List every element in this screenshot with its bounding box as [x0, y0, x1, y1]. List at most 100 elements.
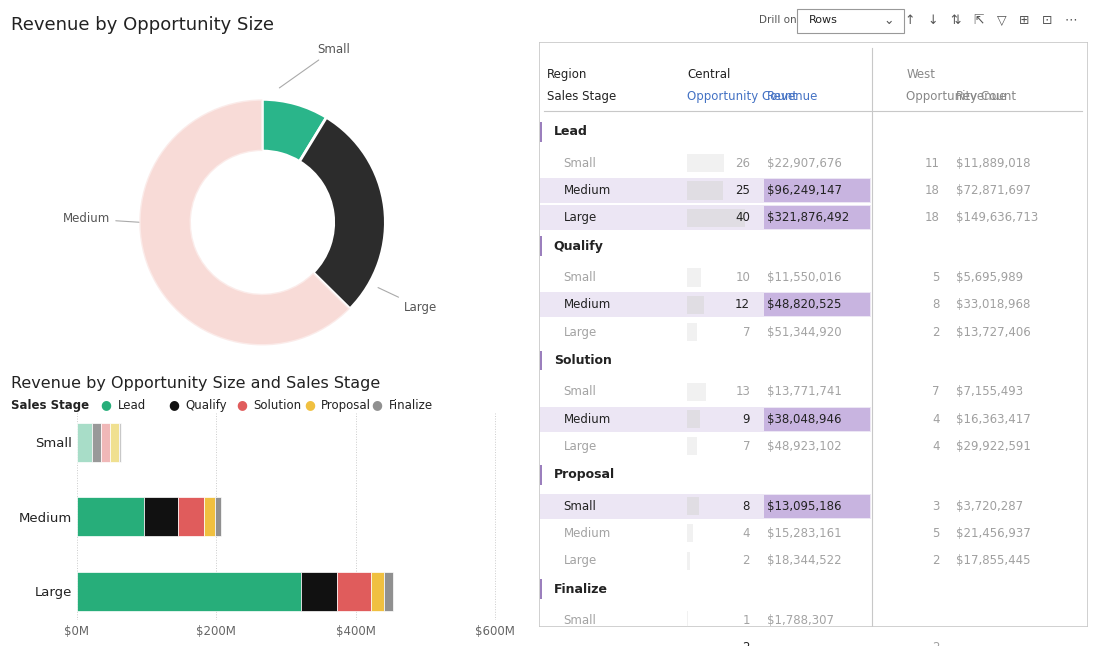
Text: 2: 2 — [742, 554, 750, 567]
Wedge shape — [139, 99, 350, 346]
Bar — [540, 351, 542, 371]
Text: ●: ● — [168, 399, 179, 412]
Bar — [764, 495, 870, 517]
Text: 7: 7 — [742, 326, 750, 339]
Text: Solution: Solution — [554, 354, 612, 367]
Text: $149,636,713: $149,636,713 — [956, 211, 1038, 224]
Text: 7: 7 — [932, 385, 939, 399]
Text: Solution: Solution — [254, 399, 302, 412]
Text: ⇱: ⇱ — [973, 14, 984, 26]
Text: Medium: Medium — [564, 413, 611, 426]
Text: Revenue by Opportunity Size: Revenue by Opportunity Size — [11, 16, 274, 34]
Text: ⊡: ⊡ — [1043, 14, 1053, 26]
Text: $51,344,920: $51,344,920 — [766, 326, 842, 339]
Text: $13,727,406: $13,727,406 — [956, 326, 1031, 339]
Text: 2: 2 — [932, 554, 939, 567]
Bar — [687, 182, 722, 200]
Text: $18,344,522: $18,344,522 — [766, 554, 842, 567]
Text: $33,018,968: $33,018,968 — [956, 298, 1031, 311]
Bar — [687, 552, 690, 570]
Bar — [93, 423, 101, 462]
Text: 9: 9 — [742, 413, 750, 426]
Text: $22,907,676: $22,907,676 — [766, 156, 842, 170]
Text: Qualify: Qualify — [186, 399, 227, 412]
Text: ↑: ↑ — [904, 14, 915, 26]
Text: $8,974,009: $8,974,009 — [766, 641, 834, 646]
Text: 5: 5 — [932, 271, 939, 284]
Bar — [764, 408, 870, 430]
Text: Large: Large — [564, 554, 597, 567]
Text: Region: Region — [548, 68, 587, 81]
Bar — [540, 635, 871, 646]
Text: Revenue: Revenue — [766, 90, 818, 103]
Text: 18: 18 — [925, 184, 939, 197]
Bar — [540, 465, 542, 484]
Bar — [687, 611, 689, 630]
Text: $21,456,937: $21,456,937 — [956, 527, 1031, 540]
Bar — [540, 122, 542, 142]
Text: 8: 8 — [743, 499, 750, 513]
Text: ●: ● — [236, 399, 247, 412]
Bar — [687, 639, 690, 646]
Text: ●: ● — [304, 399, 315, 412]
Text: 18: 18 — [925, 211, 939, 224]
Text: 40: 40 — [736, 211, 750, 224]
Text: Proposal: Proposal — [554, 468, 614, 481]
Text: 2: 2 — [932, 326, 939, 339]
Text: Large: Large — [564, 440, 597, 453]
Text: 4: 4 — [742, 527, 750, 540]
Text: Large: Large — [564, 326, 597, 339]
Bar — [540, 236, 542, 256]
Bar — [101, 423, 110, 462]
Text: ⋯: ⋯ — [1065, 14, 1077, 26]
Bar — [687, 525, 693, 543]
Text: ⊞: ⊞ — [1019, 14, 1030, 26]
Text: $16,363,417: $16,363,417 — [956, 413, 1031, 426]
Text: $29,922,591: $29,922,591 — [956, 440, 1031, 453]
Text: Large: Large — [564, 211, 597, 224]
Bar — [687, 268, 702, 287]
Text: $321,876,492: $321,876,492 — [766, 211, 849, 224]
Text: ●: ● — [101, 399, 111, 412]
Text: Proposal: Proposal — [321, 399, 372, 412]
Bar — [384, 572, 392, 610]
Bar — [372, 572, 384, 610]
FancyBboxPatch shape — [797, 9, 904, 33]
Text: ⌄: ⌄ — [883, 14, 894, 26]
Text: Medium: Medium — [564, 527, 611, 540]
Bar — [204, 497, 215, 536]
Wedge shape — [299, 118, 386, 309]
Text: $96,249,147: $96,249,147 — [766, 184, 842, 197]
Text: Small: Small — [564, 385, 597, 399]
Bar — [764, 636, 870, 646]
Bar — [178, 497, 204, 536]
Bar — [77, 572, 302, 610]
Text: Qualify: Qualify — [554, 240, 603, 253]
Bar — [687, 209, 744, 227]
Text: Finalize: Finalize — [389, 399, 433, 412]
Text: ⇅: ⇅ — [950, 14, 961, 26]
Text: 12: 12 — [736, 298, 750, 311]
Bar — [215, 497, 221, 536]
Bar — [764, 179, 870, 202]
Text: $15,283,161: $15,283,161 — [766, 527, 842, 540]
Text: Sales Stage: Sales Stage — [11, 399, 89, 412]
Text: Small: Small — [564, 499, 597, 513]
Text: Lead: Lead — [118, 399, 146, 412]
Text: $11,550,016: $11,550,016 — [766, 271, 841, 284]
Text: 8: 8 — [932, 298, 939, 311]
Text: $3,720,287: $3,720,287 — [956, 499, 1023, 513]
Text: $72,871,697: $72,871,697 — [956, 184, 1031, 197]
Text: Small: Small — [564, 271, 597, 284]
Bar — [540, 579, 542, 599]
Bar — [540, 292, 871, 317]
Text: Lead: Lead — [554, 125, 588, 138]
Bar — [764, 206, 870, 229]
Text: Small: Small — [280, 43, 351, 88]
Text: $48,820,525: $48,820,525 — [766, 298, 841, 311]
Wedge shape — [262, 99, 327, 162]
Text: Rows: Rows — [809, 15, 837, 25]
Bar — [687, 437, 697, 455]
Bar — [687, 497, 698, 516]
Text: 3: 3 — [932, 499, 939, 513]
